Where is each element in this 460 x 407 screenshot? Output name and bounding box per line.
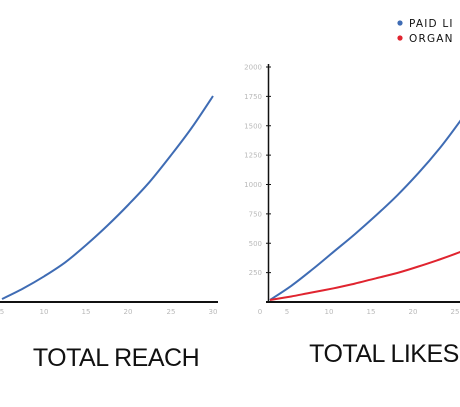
reach-x-tick-label: 10 (40, 308, 49, 316)
reach-x-tick-label: 25 (167, 308, 176, 316)
likes-x-tick-label: 25 (451, 308, 460, 316)
reach-chart: 5 10 15 20 25 30 TOTAL REACH (0, 95, 218, 372)
likes-organic-line (269, 251, 460, 301)
likes-y-tick-label: 1500 (244, 122, 262, 130)
likes-y-tick-label: 750 (249, 210, 262, 218)
reach-chart-title: TOTAL REACH (33, 344, 199, 372)
legend-organic-label: ORGAN (409, 33, 454, 45)
reach-x-tick-label: 30 (209, 308, 218, 316)
likes-x-tick-label: 10 (325, 308, 334, 316)
legend-paid-marker (397, 20, 403, 26)
legend-organic-marker (397, 35, 403, 41)
likes-chart-title: TOTAL LIKES (309, 340, 459, 368)
likes-x-tick-label: 5 (285, 308, 289, 316)
likes-chart: 250 500 750 1000 1250 1500 1750 2000 0 5 10 15 20 25… (244, 18, 460, 368)
reach-series-line (1, 95, 214, 300)
likes-y-tick-label: 250 (249, 269, 262, 277)
likes-series-group (269, 119, 460, 301)
likes-y-tick-label: 500 (249, 240, 262, 248)
likes-x-tick-label: 20 (409, 308, 418, 316)
likes-x-tick-label: 0 (258, 308, 262, 316)
likes-y-tick-label: 1250 (244, 152, 262, 160)
reach-x-tick-labels: 5 10 15 20 25 30 (0, 308, 217, 316)
legend-paid-label: PAID LI (409, 18, 454, 30)
likes-paid-line (269, 119, 460, 301)
likes-legend: PAID LI ORGAN (397, 18, 453, 45)
reach-series-group (1, 95, 214, 300)
likes-y-tick-label: 1750 (244, 93, 262, 101)
reach-x-tick-label: 20 (124, 308, 133, 316)
likes-x-tick-labels: 0 5 10 15 20 25 (258, 308, 460, 316)
likes-y-tick-labels: 250 500 750 1000 1250 1500 1750 2000 (244, 64, 271, 277)
likes-y-tick-label: 2000 (244, 64, 262, 72)
likes-x-tick-label: 15 (367, 308, 376, 316)
likes-y-tick-label: 1000 (244, 181, 262, 189)
reach-x-tick-label: 5 (0, 308, 4, 316)
reach-x-tick-label: 15 (82, 308, 91, 316)
